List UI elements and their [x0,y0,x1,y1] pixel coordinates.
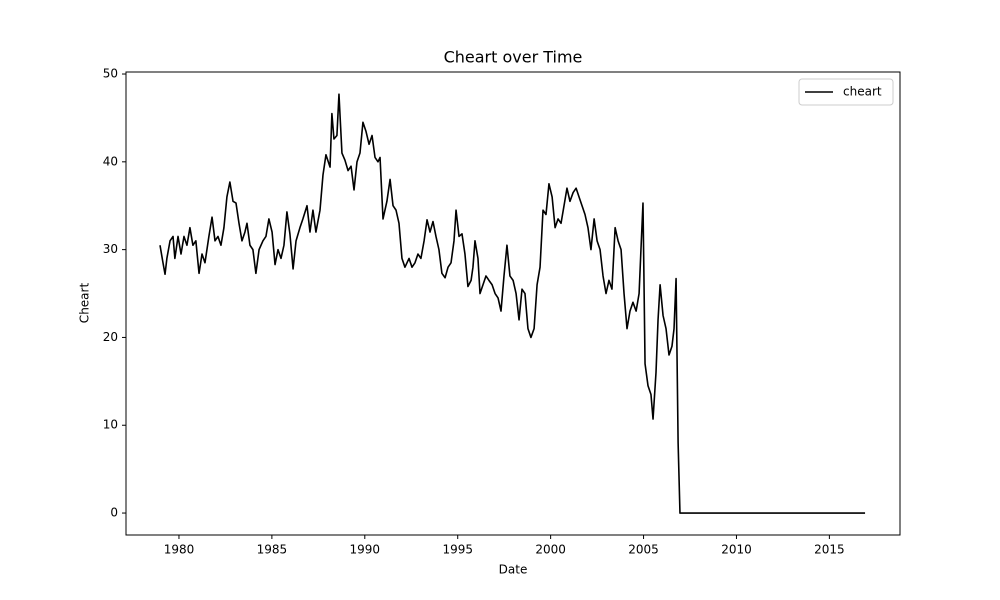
y-tick-label: 40 [103,154,118,168]
y-tick-label: 30 [103,242,118,256]
y-tick-label: 10 [103,418,118,432]
x-tick-label: 1995 [442,543,473,557]
x-axis-label: Date [499,563,528,577]
plot-frame [125,71,901,536]
legend-box [798,78,894,106]
y-tick-label: 50 [103,67,118,81]
data-line [159,93,866,514]
y-axis-label: Cheart [78,283,92,324]
y-tick-label: 20 [103,330,118,344]
x-tick-label: 2010 [721,543,752,557]
x-tick-label: 2015 [814,543,845,557]
y-tick-label: 0 [110,506,118,520]
chart-title: Cheart over Time [444,48,583,67]
x-tick-label: 2005 [628,543,659,557]
x-tick-label: 1990 [350,543,381,557]
x-tick-label: 2000 [535,543,566,557]
x-tick-label: 1985 [257,543,288,557]
x-tick-label: 1980 [164,543,195,557]
legend-label: cheart [843,85,882,99]
